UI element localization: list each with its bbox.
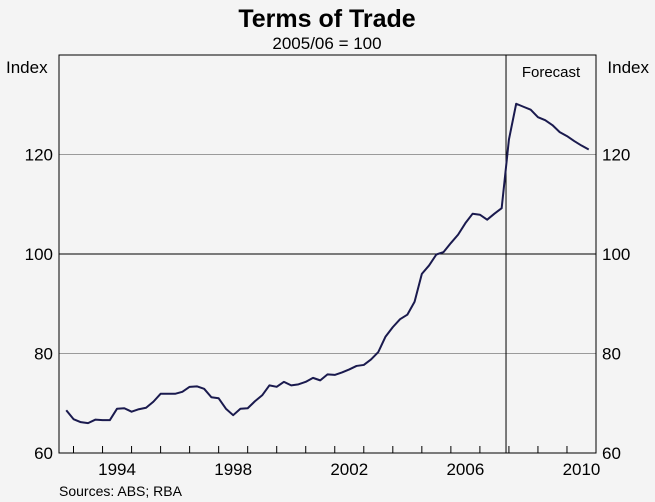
y-tick-label-left-80: 80 — [34, 345, 53, 364]
y-axis-label-right: Index — [607, 58, 649, 77]
x-tick-label-2006: 2006 — [446, 460, 484, 479]
y-tick-label-right-120: 120 — [602, 146, 630, 165]
y-axis-label-left: Index — [6, 58, 48, 77]
y-tick-label-right-80: 80 — [602, 345, 621, 364]
source-note: Sources: ABS; RBA — [59, 483, 183, 499]
x-tick-label-1994: 1994 — [98, 460, 136, 479]
y-tick-label-left-100: 100 — [25, 245, 53, 264]
plot-frame — [58, 54, 597, 454]
y-tick-label-right-100: 100 — [602, 245, 630, 264]
axis-ticks — [73, 446, 597, 453]
grid-lines — [59, 154, 596, 354]
x-tick-label-1998: 1998 — [214, 460, 252, 479]
terms-of-trade-series-line — [65, 102, 590, 425]
forecast-label: Forecast — [522, 64, 581, 81]
y-tick-label-left-120: 120 — [25, 146, 53, 165]
x-tick-label-2010: 2010 — [563, 460, 601, 479]
x-tick-label-2002: 2002 — [330, 460, 368, 479]
y-tick-label-left-60: 60 — [34, 444, 53, 463]
y-tick-label-right-60: 60 — [602, 444, 621, 463]
tick-labels: 60 60 80 80 100 100 120 120 1994 1998 2002 2006 2010 — [25, 146, 631, 480]
chart-subtitle: 2005/06 = 100 — [272, 34, 381, 53]
chart-title: Terms of Trade — [238, 5, 415, 33]
